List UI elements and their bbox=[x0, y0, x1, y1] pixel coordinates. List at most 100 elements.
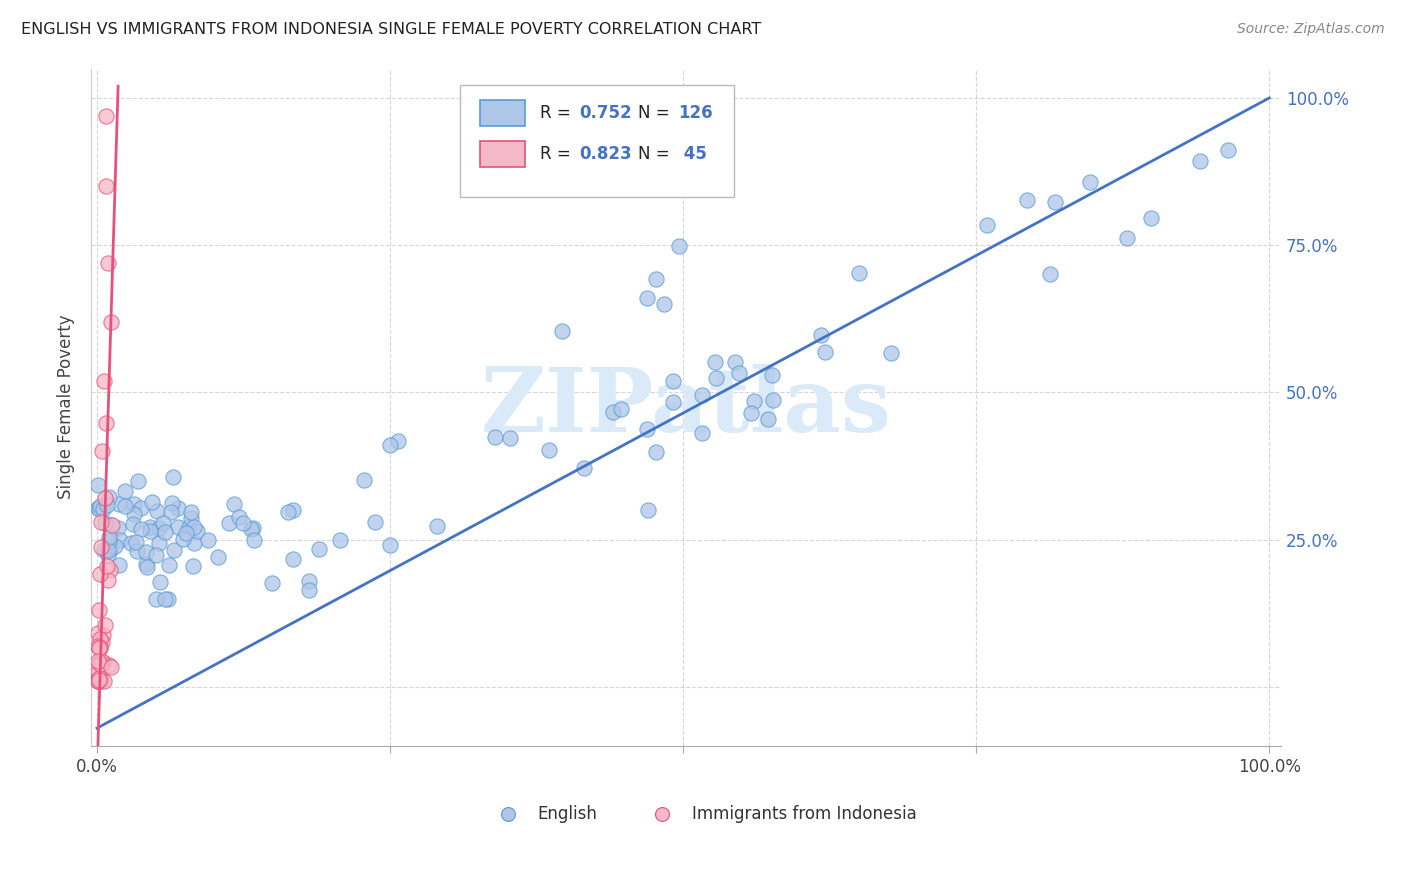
Point bbox=[139, 524, 162, 538]
Point bbox=[218, 516, 240, 531]
Text: 126: 126 bbox=[678, 104, 713, 122]
Point bbox=[162, 495, 184, 509]
Point bbox=[122, 507, 145, 521]
Point bbox=[101, 518, 124, 533]
FancyBboxPatch shape bbox=[460, 86, 734, 197]
Point bbox=[129, 500, 152, 515]
Point bbox=[107, 521, 129, 535]
Y-axis label: Single Female Poverty: Single Female Poverty bbox=[58, 315, 75, 500]
Text: 0.823: 0.823 bbox=[579, 145, 631, 163]
Point bbox=[644, 272, 666, 286]
Point bbox=[228, 510, 250, 524]
Point bbox=[163, 542, 186, 557]
Point bbox=[353, 473, 375, 487]
Point bbox=[159, 558, 181, 572]
Point bbox=[90, 515, 112, 529]
Text: 45: 45 bbox=[678, 145, 707, 163]
Point bbox=[636, 291, 658, 305]
Point bbox=[145, 549, 167, 563]
Point bbox=[496, 739, 519, 753]
Point bbox=[155, 591, 177, 606]
Point bbox=[90, 540, 112, 554]
Point bbox=[728, 366, 751, 380]
Point bbox=[177, 519, 200, 533]
Point bbox=[91, 635, 114, 649]
Point bbox=[277, 505, 299, 519]
Point bbox=[298, 574, 321, 588]
Point bbox=[103, 539, 125, 553]
Point bbox=[94, 617, 117, 632]
Point bbox=[89, 632, 111, 646]
Point bbox=[87, 665, 110, 680]
Point bbox=[160, 505, 183, 519]
Point bbox=[879, 345, 901, 359]
Point bbox=[1116, 231, 1139, 245]
Point bbox=[668, 239, 690, 253]
Text: R =: R = bbox=[540, 145, 575, 163]
Point bbox=[690, 388, 713, 402]
Point bbox=[762, 392, 785, 407]
Point bbox=[167, 500, 190, 515]
Point bbox=[976, 219, 998, 233]
Point bbox=[1017, 193, 1039, 207]
Point bbox=[89, 657, 111, 671]
FancyBboxPatch shape bbox=[481, 141, 526, 167]
Point bbox=[387, 434, 409, 448]
Point bbox=[157, 591, 180, 606]
Point bbox=[87, 671, 110, 685]
Point bbox=[114, 499, 136, 513]
Point bbox=[538, 442, 561, 457]
Point bbox=[186, 524, 208, 538]
Point bbox=[637, 503, 659, 517]
Text: N =: N = bbox=[638, 145, 675, 163]
Point bbox=[120, 535, 142, 549]
Point bbox=[174, 526, 197, 541]
Point bbox=[98, 530, 121, 544]
Point bbox=[87, 603, 110, 617]
Point bbox=[97, 256, 120, 270]
Point bbox=[90, 654, 112, 668]
Point bbox=[197, 533, 219, 548]
Point bbox=[378, 538, 401, 552]
Point bbox=[742, 393, 765, 408]
Point bbox=[180, 510, 202, 524]
Point bbox=[91, 502, 114, 516]
Point bbox=[363, 516, 385, 530]
Point bbox=[122, 517, 145, 532]
Point bbox=[97, 542, 120, 557]
Point bbox=[166, 519, 188, 533]
Point bbox=[87, 656, 110, 670]
Point bbox=[242, 521, 264, 535]
Point bbox=[89, 640, 111, 654]
Point bbox=[89, 567, 111, 582]
Point bbox=[662, 394, 685, 409]
Point bbox=[662, 374, 685, 388]
Point bbox=[108, 558, 131, 572]
Point bbox=[242, 533, 264, 547]
Point bbox=[96, 498, 118, 512]
Point bbox=[281, 503, 304, 517]
Point bbox=[141, 495, 163, 509]
Point bbox=[484, 430, 506, 444]
Point bbox=[183, 536, 205, 550]
Point bbox=[139, 520, 162, 534]
Point bbox=[96, 559, 118, 574]
Point bbox=[96, 179, 118, 194]
Point bbox=[550, 324, 572, 338]
Point bbox=[1188, 154, 1211, 169]
Point bbox=[145, 591, 167, 606]
Text: Immigrants from Indonesia: Immigrants from Indonesia bbox=[692, 805, 917, 822]
Point bbox=[87, 640, 110, 655]
Point bbox=[224, 497, 246, 511]
Point bbox=[122, 497, 145, 511]
Text: ZIPatlas: ZIPatlas bbox=[481, 364, 891, 450]
Point bbox=[87, 673, 110, 688]
Point bbox=[100, 518, 122, 533]
Point bbox=[149, 575, 172, 590]
Point bbox=[152, 516, 174, 530]
Point bbox=[848, 266, 870, 280]
Point bbox=[93, 543, 115, 558]
Text: N =: N = bbox=[638, 104, 675, 122]
Point bbox=[648, 739, 671, 753]
Point bbox=[153, 525, 176, 540]
